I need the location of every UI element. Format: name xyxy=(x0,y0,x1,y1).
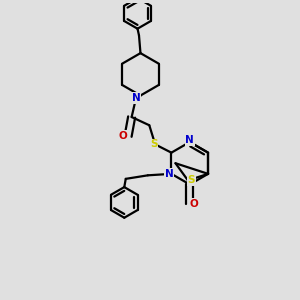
Text: S: S xyxy=(150,140,158,149)
Text: O: O xyxy=(190,199,199,208)
Text: N: N xyxy=(132,93,140,103)
Text: N: N xyxy=(165,169,173,179)
Text: S: S xyxy=(188,176,195,185)
Text: N: N xyxy=(185,135,194,145)
Text: O: O xyxy=(118,131,127,141)
